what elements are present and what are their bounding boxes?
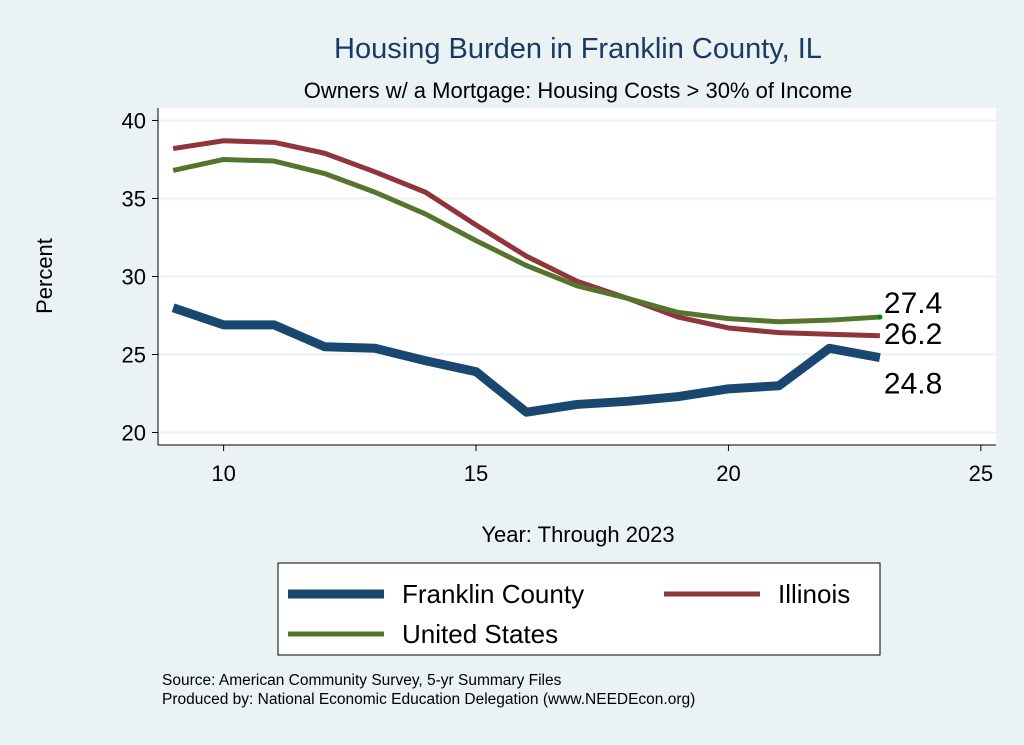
x-tick-label: 15 xyxy=(464,461,488,486)
series-line-united-states xyxy=(172,156,881,325)
y-tick-label: 25 xyxy=(122,343,146,368)
y-tick-label: 20 xyxy=(122,421,146,446)
legend-label: United States xyxy=(402,619,558,649)
end-value-label: 24.8 xyxy=(884,368,942,401)
chart-title: Housing Burden in Franklin County, IL xyxy=(334,33,822,65)
x-tick-label: 25 xyxy=(969,461,993,486)
x-tick-label: 20 xyxy=(716,461,740,486)
legend xyxy=(277,562,881,656)
y-tick-label: 35 xyxy=(122,186,146,211)
end-value-label: 27.4 xyxy=(884,287,942,320)
y-axis-label: Percent xyxy=(32,238,57,314)
end-point-marker xyxy=(877,314,883,320)
x-axis-label: Year: Through 2023 xyxy=(481,522,674,547)
legend-label: Illinois xyxy=(778,579,850,609)
chart-subtitle: Owners w/ a Mortgage: Housing Costs > 30… xyxy=(304,78,852,103)
x-tick-label: 10 xyxy=(211,461,235,486)
end-value-label: 26.2 xyxy=(884,318,942,351)
series-line-illinois xyxy=(172,138,880,339)
y-tick-label: 40 xyxy=(122,108,146,133)
producer-note: Produced by: National Economic Education… xyxy=(162,691,696,708)
legend-label: Franklin County xyxy=(402,579,584,609)
source-note: Source: American Community Survey, 5-yr … xyxy=(162,672,562,689)
y-tick-label: 30 xyxy=(122,265,146,290)
series-line-franklin-county xyxy=(171,303,881,417)
